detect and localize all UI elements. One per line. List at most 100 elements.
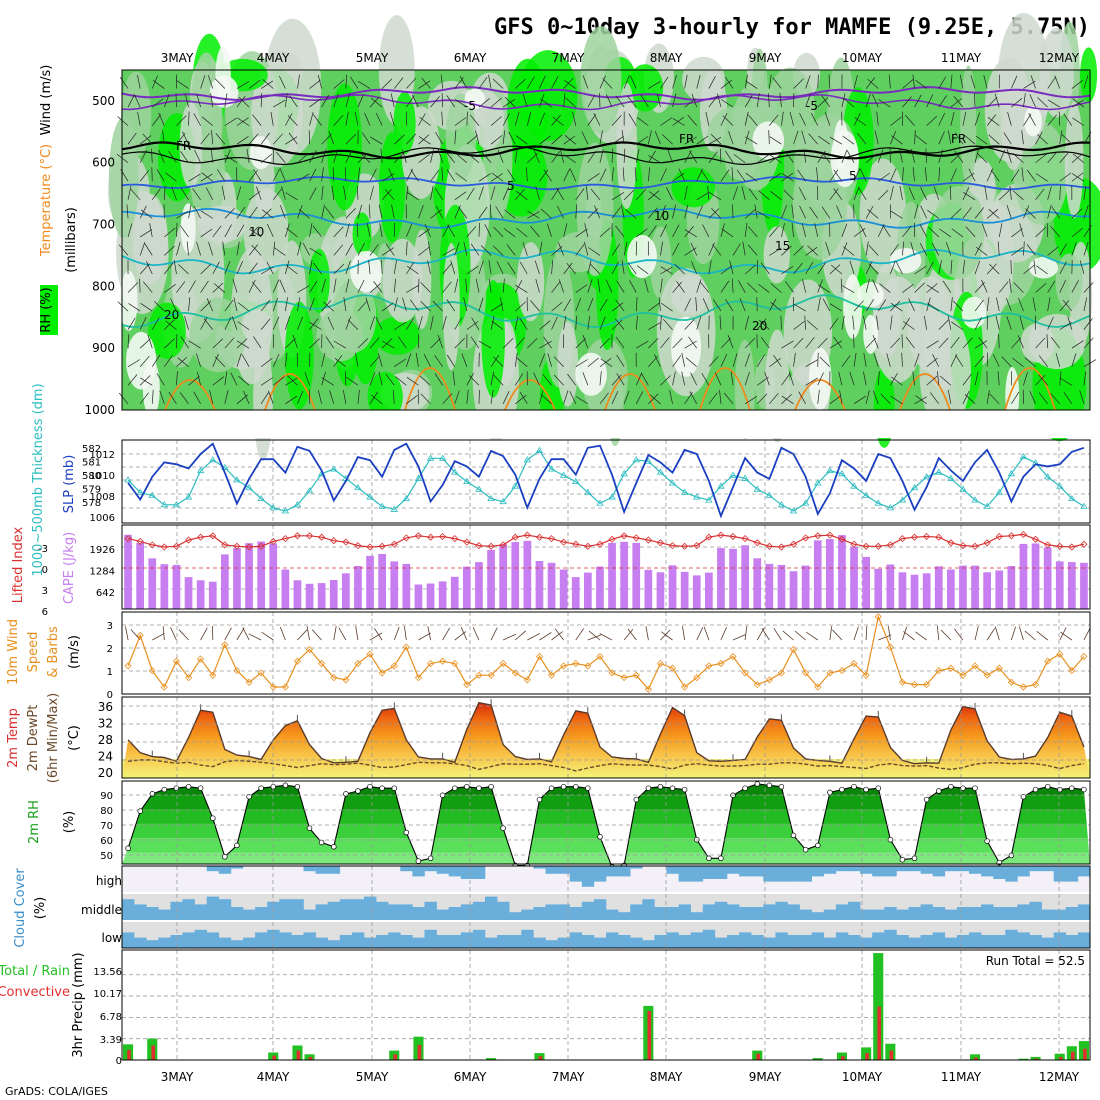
cloud-bar bbox=[448, 907, 462, 920]
wind-barb bbox=[214, 356, 226, 367]
wind-barb bbox=[285, 316, 291, 330]
lifted-index-point bbox=[560, 538, 568, 546]
wind-barb bbox=[853, 74, 858, 89]
wind-barb bbox=[272, 188, 283, 201]
wind-barb bbox=[139, 375, 151, 386]
cloud-bar bbox=[243, 937, 256, 948]
wind-barb bbox=[224, 208, 235, 219]
wind-barb bbox=[895, 261, 903, 275]
wind-barb bbox=[285, 377, 298, 386]
rh-blob bbox=[752, 121, 785, 160]
wind-barb bbox=[484, 224, 492, 238]
wind-barb-10m bbox=[515, 630, 527, 641]
wind-barb bbox=[357, 152, 369, 163]
cloud-bar bbox=[908, 937, 921, 948]
cloud-bar bbox=[848, 935, 861, 948]
cape-bar bbox=[717, 548, 725, 609]
wind-barb bbox=[781, 223, 785, 237]
rh-point bbox=[1069, 785, 1075, 791]
wind-barb bbox=[437, 334, 443, 349]
wind-barb bbox=[988, 208, 1000, 219]
wind-barb bbox=[139, 355, 150, 367]
wind-barb bbox=[188, 376, 200, 386]
thickness-point bbox=[874, 499, 882, 506]
wind-barb bbox=[636, 117, 649, 126]
cape-bar bbox=[596, 566, 604, 609]
wind-barb-10m bbox=[782, 630, 794, 641]
cloud-bar bbox=[618, 866, 631, 877]
wind-barb bbox=[260, 318, 271, 330]
temp-tick: 24 bbox=[98, 750, 113, 764]
wind-barb bbox=[731, 167, 734, 182]
wind-barb bbox=[622, 167, 625, 182]
wind-barb bbox=[519, 317, 528, 330]
precip-total-bar bbox=[1030, 1056, 1041, 1060]
wind-barb bbox=[312, 225, 322, 238]
wind-barb bbox=[410, 299, 419, 312]
wind-barb bbox=[1019, 223, 1024, 238]
wind-barb bbox=[648, 337, 659, 349]
cloud-bar bbox=[436, 935, 449, 948]
wind-barb bbox=[180, 187, 189, 201]
wind-barb bbox=[466, 265, 479, 275]
wind-barb bbox=[1072, 173, 1085, 182]
wind-barb bbox=[994, 93, 1000, 108]
wind-barb bbox=[793, 337, 804, 349]
cloud-bar bbox=[545, 866, 558, 874]
wind-barb bbox=[1023, 205, 1030, 219]
wind-barb bbox=[788, 371, 794, 386]
cloud-bar bbox=[1005, 866, 1018, 882]
lifted-index-point bbox=[523, 531, 531, 539]
wind-barb bbox=[212, 282, 224, 293]
wind-barb-10m bbox=[587, 634, 602, 641]
wind-barb bbox=[1046, 222, 1048, 237]
thickness-point bbox=[826, 466, 834, 474]
wind-barb-10m bbox=[829, 626, 833, 641]
lifted-index-point bbox=[729, 532, 737, 541]
wind-barb bbox=[534, 260, 540, 275]
cape-bar bbox=[584, 572, 592, 609]
wind-barb bbox=[210, 148, 214, 163]
wind-barb bbox=[672, 173, 685, 182]
wind-barb bbox=[251, 281, 262, 293]
wind-barb bbox=[760, 262, 770, 275]
cloud-bar bbox=[170, 935, 183, 948]
wind-barb bbox=[345, 150, 353, 163]
day-label-bottom: 4MAY bbox=[257, 1070, 290, 1084]
wind-barb bbox=[178, 264, 189, 275]
wind-barb bbox=[1083, 185, 1087, 200]
wind-barb bbox=[366, 223, 371, 237]
wind-barb bbox=[863, 371, 867, 386]
rh-point bbox=[173, 785, 180, 791]
wind-barb bbox=[953, 96, 964, 108]
day-label-top: 4MAY bbox=[257, 51, 290, 65]
wind-barb bbox=[712, 244, 722, 256]
precip-convective-bar bbox=[877, 1006, 881, 1060]
cloud-bar bbox=[122, 899, 135, 920]
wind-barb bbox=[1050, 336, 1061, 349]
wind-barb-10m bbox=[393, 626, 400, 641]
wind-barb bbox=[905, 114, 915, 126]
wind-barb bbox=[468, 375, 480, 386]
wind-speed-point bbox=[789, 645, 798, 654]
wind-barb bbox=[635, 189, 646, 201]
cape-bar bbox=[124, 534, 132, 609]
wind-barb bbox=[165, 320, 177, 330]
wind-barb bbox=[212, 376, 225, 386]
cloud-bar bbox=[835, 866, 849, 872]
wind-barb bbox=[490, 371, 495, 386]
wind-barb bbox=[286, 227, 298, 238]
wind-barb bbox=[317, 390, 322, 404]
cloud-bar bbox=[969, 932, 982, 948]
li-tick: 3 bbox=[42, 586, 48, 597]
contour-label: 20 bbox=[164, 308, 179, 322]
wind-barb bbox=[139, 205, 147, 219]
wind-barb bbox=[829, 264, 841, 275]
wind-barb bbox=[739, 297, 746, 312]
rh-point bbox=[210, 815, 216, 821]
wind-barb bbox=[747, 226, 758, 238]
wind-barb bbox=[461, 353, 468, 367]
rh-band bbox=[122, 795, 1090, 810]
wind-barb bbox=[454, 390, 460, 404]
